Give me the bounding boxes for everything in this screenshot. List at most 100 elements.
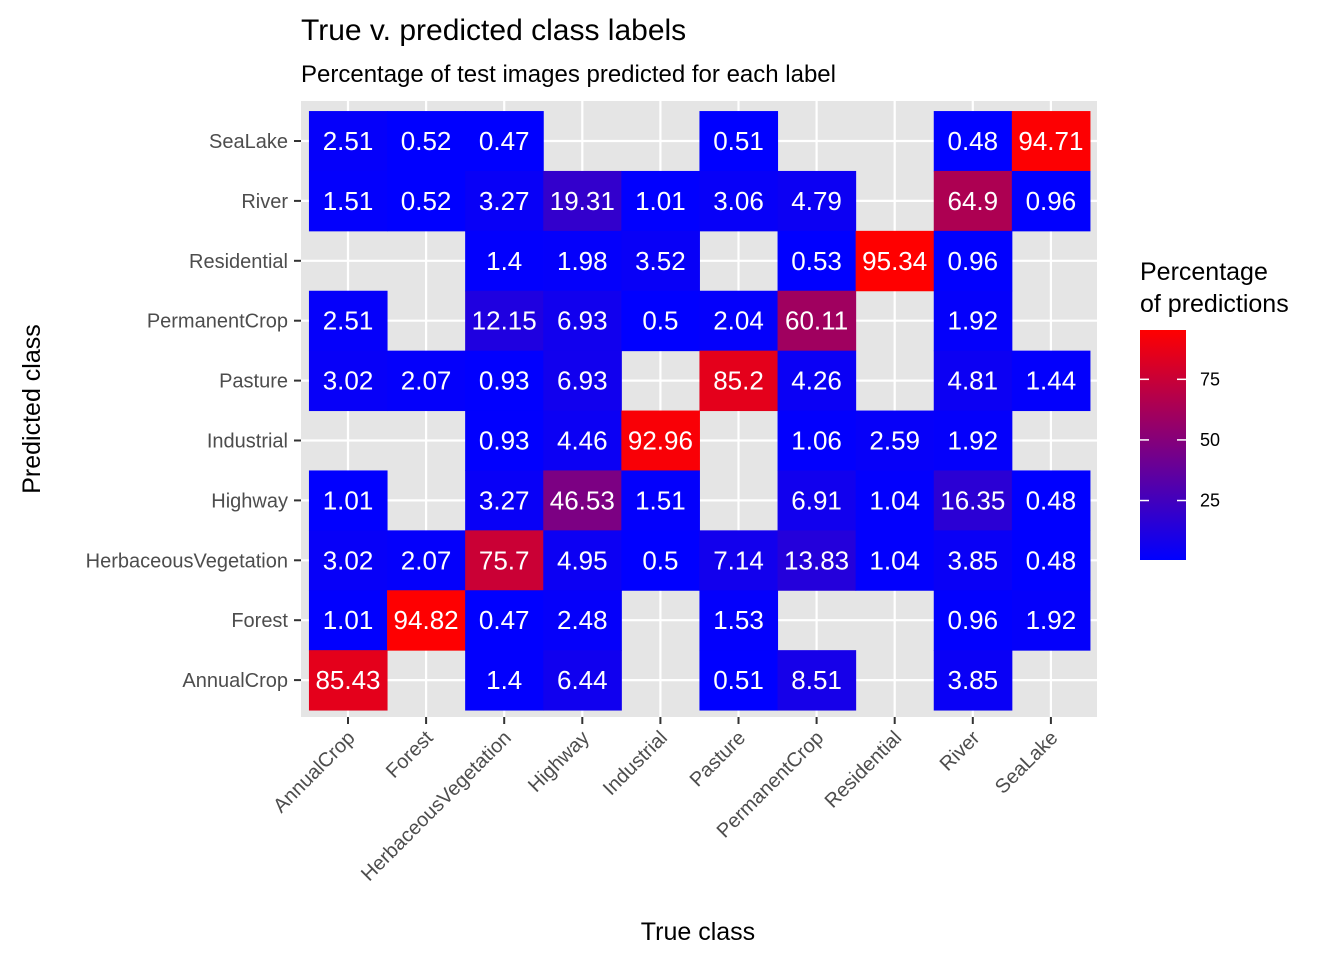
cell-value-label: 95.34 bbox=[862, 246, 927, 276]
legend-title-line1: Percentage bbox=[1140, 258, 1268, 286]
heatmap-cell bbox=[855, 410, 935, 471]
x-tick-label: AnnualCrop bbox=[269, 727, 359, 817]
heatmap-cell bbox=[621, 410, 700, 471]
heatmap-cell bbox=[699, 170, 779, 232]
cell-value-label: 4.81 bbox=[947, 366, 998, 396]
y-tick-label: Industrial bbox=[207, 431, 288, 453]
cell-value-label: 0.96 bbox=[947, 246, 998, 276]
cell-value-label: 0.51 bbox=[713, 665, 764, 695]
cell-value-label: 1.04 bbox=[869, 485, 920, 515]
cell-value-label: 16.35 bbox=[940, 485, 1005, 515]
cell-value-label: 85.2 bbox=[713, 366, 764, 396]
heatmap-cell bbox=[465, 350, 544, 412]
cell-value-label: 1.92 bbox=[947, 426, 998, 456]
cell-value-label: 1.4 bbox=[486, 665, 522, 695]
heatmap-cell bbox=[933, 530, 1013, 591]
cell-value-label: 4.95 bbox=[557, 545, 608, 575]
cell-value-label: 0.93 bbox=[479, 366, 530, 396]
y-tick-label: Residential bbox=[189, 251, 288, 273]
cell-value-label: 0.93 bbox=[479, 426, 530, 456]
heatmap-cell bbox=[465, 410, 544, 471]
heatmap-cell bbox=[1011, 350, 1091, 412]
legend-tick-label: 75 bbox=[1200, 369, 1220, 389]
cell-value-label: 3.52 bbox=[635, 246, 686, 276]
cell-value-label: 0.5 bbox=[642, 306, 678, 336]
heatmap-cell bbox=[933, 410, 1013, 471]
cell-value-label: 0.96 bbox=[1026, 186, 1077, 216]
x-tick-label: HerbaceousVegetation bbox=[357, 727, 516, 886]
heatmap-cell bbox=[308, 170, 388, 232]
y-tick-label: SeaLake bbox=[209, 131, 288, 153]
cell-value-label: 13.83 bbox=[784, 545, 849, 575]
heatmap-cell bbox=[465, 470, 544, 531]
x-tick-label: Pasture bbox=[686, 727, 750, 791]
x-tick-label: Forest bbox=[382, 727, 438, 783]
heatmap-cell bbox=[308, 290, 388, 352]
cell-value-label: 3.06 bbox=[713, 186, 764, 216]
heatmap-cell bbox=[933, 170, 1013, 232]
heatmap-cell bbox=[543, 530, 622, 591]
legend-colorbar bbox=[1140, 330, 1186, 560]
heatmap-cell bbox=[465, 170, 544, 232]
cell-value-label: 6.91 bbox=[791, 485, 842, 515]
cell-value-label: 2.59 bbox=[869, 426, 920, 456]
heatmap-cell bbox=[855, 230, 935, 292]
y-axis-title: Predicted class bbox=[18, 324, 46, 494]
chart-subtitle: Percentage of test images predicted for … bbox=[301, 61, 836, 88]
cell-value-label: 6.93 bbox=[557, 306, 608, 336]
cell-value-label: 1.51 bbox=[635, 485, 686, 515]
heatmap-cell bbox=[699, 290, 779, 352]
heatmap-cell bbox=[777, 230, 857, 292]
heatmap-cell bbox=[621, 230, 700, 292]
heatmap-cell bbox=[777, 350, 857, 412]
x-tick-label: Industrial bbox=[599, 727, 672, 800]
cell-value-label: 0.48 bbox=[1026, 545, 1077, 575]
heatmap-cell bbox=[1011, 470, 1091, 531]
cell-value-label: 2.48 bbox=[557, 605, 608, 635]
heatmap-cell bbox=[621, 470, 700, 531]
y-tick-label: HerbaceousVegetation bbox=[86, 550, 288, 572]
heatmap-cell bbox=[543, 350, 622, 412]
cell-value-label: 1.01 bbox=[323, 485, 374, 515]
heatmap-cell bbox=[777, 410, 857, 471]
heatmap-cell bbox=[621, 290, 700, 352]
cell-value-label: 2.07 bbox=[401, 545, 452, 575]
heatmap-cell bbox=[387, 350, 466, 412]
heatmap-cell bbox=[1011, 530, 1091, 591]
cell-value-label: 3.02 bbox=[323, 366, 374, 396]
cell-value-label: 1.06 bbox=[791, 426, 842, 456]
cell-value-label: 4.46 bbox=[557, 426, 608, 456]
y-tick-label: River bbox=[241, 191, 288, 213]
heatmap-cell bbox=[933, 470, 1013, 531]
cell-value-label: 1.92 bbox=[1026, 605, 1077, 635]
heatmap-cell bbox=[777, 170, 857, 232]
heatmap-cell bbox=[777, 530, 857, 591]
heatmap-cell bbox=[1011, 590, 1091, 651]
heatmap-cell bbox=[699, 111, 779, 172]
heatmap-cell bbox=[933, 350, 1013, 412]
cell-value-label: 0.51 bbox=[713, 126, 764, 156]
cell-value-label: 1.98 bbox=[557, 246, 608, 276]
cell-value-label: 0.52 bbox=[401, 126, 452, 156]
cell-value-label: 46.53 bbox=[550, 485, 615, 515]
cell-value-label: 1.51 bbox=[323, 186, 374, 216]
heatmap-cell bbox=[621, 170, 700, 232]
cell-value-label: 3.02 bbox=[323, 545, 374, 575]
cell-value-label: 4.79 bbox=[791, 186, 842, 216]
heatmap-cell bbox=[308, 470, 388, 531]
heatmap-cell bbox=[933, 590, 1013, 651]
cell-value-label: 3.27 bbox=[479, 485, 530, 515]
x-tick-label: SeaLake bbox=[991, 727, 1062, 798]
cell-value-label: 2.07 bbox=[401, 366, 452, 396]
heatmap-cell bbox=[855, 470, 935, 531]
heatmap-cell bbox=[543, 410, 622, 471]
cell-value-label: 19.31 bbox=[550, 186, 615, 216]
heatmap-cell bbox=[308, 111, 388, 172]
heatmap-cell bbox=[465, 590, 544, 651]
cell-value-label: 0.52 bbox=[401, 186, 452, 216]
heatmap-cell bbox=[308, 650, 388, 711]
heatmap-cell bbox=[465, 111, 544, 172]
heatmap-cell bbox=[1011, 170, 1091, 232]
heatmap-cell bbox=[387, 111, 466, 172]
